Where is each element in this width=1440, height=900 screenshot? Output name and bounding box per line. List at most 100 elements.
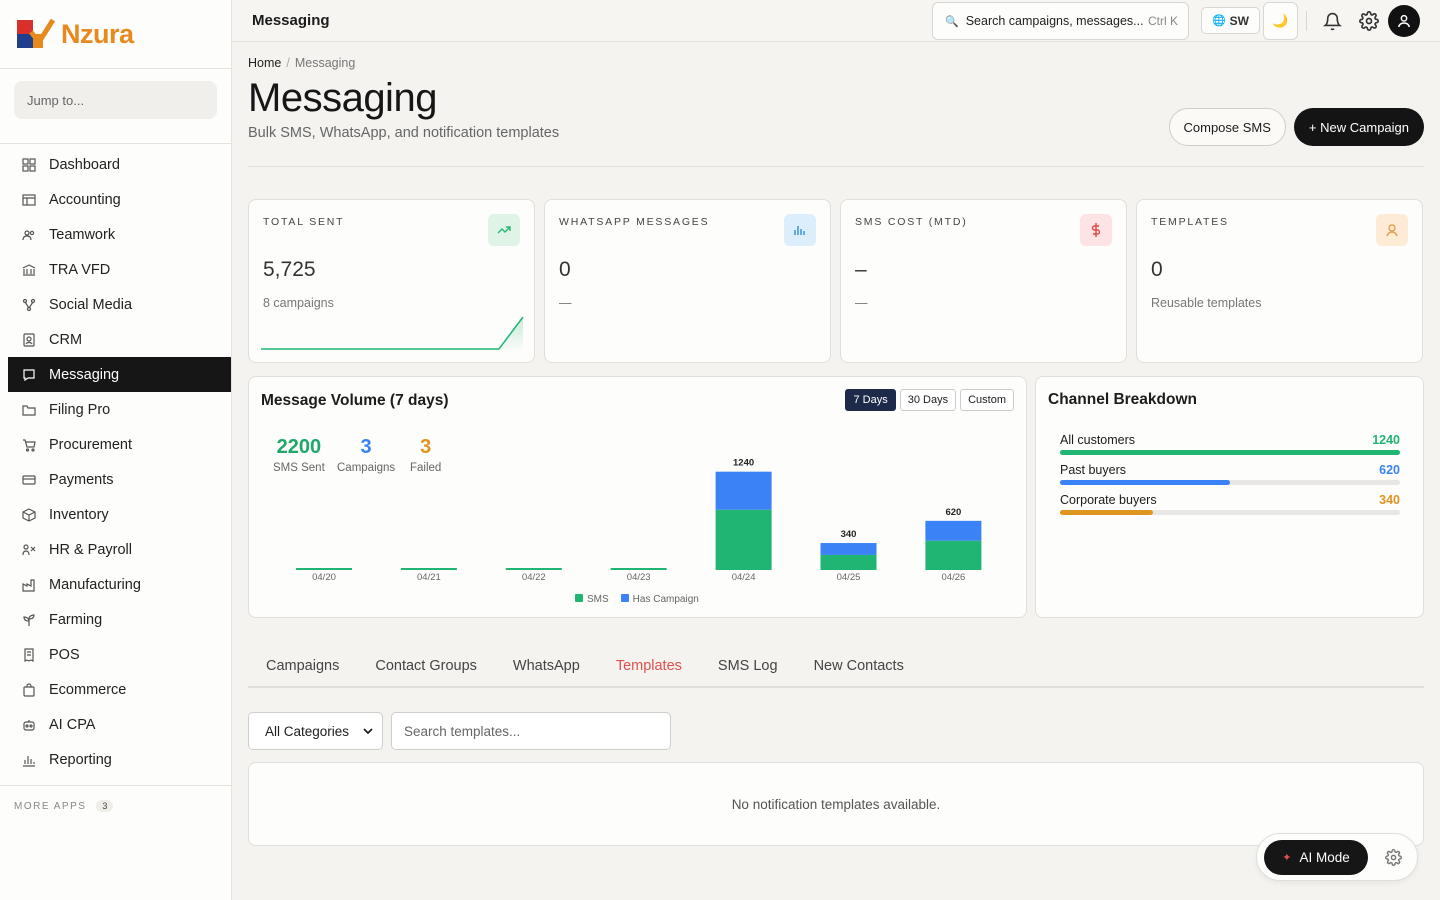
tab-sms-log[interactable]: SMS Log xyxy=(717,658,778,674)
sidebar-item-ecommerce[interactable]: Ecommerce xyxy=(0,672,231,707)
sidebar-item-label: TRA VFD xyxy=(49,261,111,278)
sidebar-item-social-media[interactable]: Social Media xyxy=(0,287,231,322)
sidebar-item-filing-pro[interactable]: Filing Pro xyxy=(0,392,231,427)
team-icon xyxy=(22,228,36,242)
sidebar-item-label: Filing Pro xyxy=(49,401,111,418)
bell-icon[interactable] xyxy=(1321,10,1343,32)
bar-chart-icon xyxy=(22,753,36,767)
sidebar-item-messaging[interactable]: Messaging xyxy=(8,357,231,392)
bar-sms[interactable] xyxy=(925,540,982,570)
x-tick-label: 04/21 xyxy=(417,572,441,583)
sidebar: Nzura Jump to... Dashboard Accounting Team… xyxy=(0,0,232,900)
more-apps[interactable]: MORE APPS 3 xyxy=(0,785,231,826)
logo[interactable]: Nzura xyxy=(0,0,231,69)
volume-stat-value: 3 xyxy=(360,436,372,458)
new-campaign-button[interactable]: + New Campaign xyxy=(1293,108,1424,146)
tab-templates[interactable]: Templates xyxy=(615,658,682,674)
topbar: Messaging 🔍 Search campaigns, messages..… xyxy=(232,0,1440,42)
x-tick-label: 04/26 xyxy=(942,572,966,583)
volume-stat-label: Failed xyxy=(410,462,442,474)
panel-title: Message Volume (7 days) xyxy=(261,392,449,409)
sidebar-item-payments[interactable]: Payments xyxy=(0,462,231,497)
tab-contact-groups[interactable]: Contact Groups xyxy=(375,658,477,674)
stat-card-label: TEMPLATES xyxy=(1151,216,1229,228)
bar-sms[interactable] xyxy=(296,568,352,570)
sidebar-item-crm[interactable]: CRM xyxy=(0,322,231,357)
search-shortcut: Ctrl K xyxy=(1148,14,1178,28)
sidebar-item-farming[interactable]: Farming xyxy=(0,602,231,637)
global-search-input[interactable]: 🔍 Search campaigns, messages... Ctrl K xyxy=(932,2,1189,40)
channel-value: 620 xyxy=(1379,463,1400,477)
range-30-days-button[interactable]: 30 Days xyxy=(899,389,957,411)
factory-icon xyxy=(22,578,36,592)
bar-sms[interactable] xyxy=(820,554,877,570)
sidebar-item-pos[interactable]: POS xyxy=(0,637,231,672)
sidebar-item-label: Reporting xyxy=(49,751,112,768)
sidebar-item-ai-cpa[interactable]: AI CPA xyxy=(0,707,231,742)
stat-card-whatsapp-messages: WHATSAPP MESSAGES 0 — xyxy=(544,199,831,363)
volume-stat-label: SMS Sent xyxy=(273,462,325,474)
chart-legend: SMS Has Campaign xyxy=(575,594,699,605)
stat-card-label: WHATSAPP MESSAGES xyxy=(559,216,710,228)
channel-breakdown-panel: Channel Breakdown All customers 1240 Past … xyxy=(1035,376,1424,618)
stat-card-note: 8 campaigns xyxy=(263,296,334,310)
bar-sms[interactable] xyxy=(505,568,562,570)
ai-mode-button[interactable]: ✦ AI Mode xyxy=(1264,840,1368,875)
sidebar-item-dashboard[interactable]: Dashboard xyxy=(0,147,231,182)
bar-sms[interactable] xyxy=(400,568,457,570)
receipt-icon xyxy=(22,647,36,662)
legend-sms: SMS xyxy=(575,594,609,605)
ledger-icon xyxy=(22,193,36,207)
people-icon xyxy=(22,543,36,557)
sidebar-item-tra-vfd[interactable]: TRA VFD xyxy=(0,252,231,287)
bar-sms[interactable] xyxy=(610,568,667,570)
breadcrumb-home[interactable]: Home xyxy=(248,56,282,70)
gear-icon[interactable] xyxy=(1358,10,1380,32)
more-apps-count: 3 xyxy=(96,800,114,812)
tab-new-contacts[interactable]: New Contacts xyxy=(813,658,904,674)
stat-card-templates: TEMPLATES 0 Reusable templates xyxy=(1136,199,1423,363)
sidebar-item-teamwork[interactable]: Teamwork xyxy=(0,217,231,252)
dark-mode-toggle[interactable]: 🌙 xyxy=(1263,2,1298,40)
bag-icon xyxy=(22,682,36,697)
empty-state: No notification templates available. xyxy=(248,762,1424,846)
main-content: Home / Messaging Messaging Bulk SMS, Whats… xyxy=(248,42,1424,846)
chevron-down-icon xyxy=(363,728,373,735)
compose-sms-button[interactable]: Compose SMS xyxy=(1168,108,1286,146)
sidebar-item-label: Procurement xyxy=(49,436,133,453)
sidebar-item-reporting[interactable]: Reporting xyxy=(0,742,231,777)
category-select[interactable]: All Categories xyxy=(248,712,383,750)
stat-card-value: 0 xyxy=(559,258,571,281)
sidebar-nav: Dashboard Accounting Teamwork TRA VFD Social… xyxy=(0,144,231,777)
bar-campaign[interactable] xyxy=(715,471,772,510)
divider xyxy=(1306,11,1307,31)
chat-icon xyxy=(22,368,36,382)
language-button[interactable]: 🌐 SW xyxy=(1201,7,1260,34)
range-7-days-button[interactable]: 7 Days xyxy=(845,389,896,411)
topbar-title: Messaging xyxy=(252,12,330,29)
legend-campaign: Has Campaign xyxy=(620,594,699,605)
language-code: SW xyxy=(1229,13,1250,28)
bar-campaign[interactable] xyxy=(925,520,982,541)
sidebar-item-inventory[interactable]: Inventory xyxy=(0,497,231,532)
avatar[interactable] xyxy=(1388,5,1420,37)
jump-to-input[interactable]: Jump to... xyxy=(14,81,217,119)
sidebar-item-accounting[interactable]: Accounting xyxy=(0,182,231,217)
bar-campaign[interactable] xyxy=(820,543,877,555)
sidebar-item-procurement[interactable]: Procurement xyxy=(0,427,231,462)
bar-sms[interactable] xyxy=(715,509,772,570)
channel-progress-fill xyxy=(1060,480,1230,485)
gear-icon[interactable] xyxy=(1385,849,1402,866)
range-custom-button[interactable]: Custom xyxy=(960,389,1014,411)
sidebar-item-manufacturing[interactable]: Manufacturing xyxy=(0,567,231,602)
tab-whatsapp[interactable]: WhatsApp xyxy=(512,658,580,674)
more-apps-label: MORE APPS xyxy=(14,800,87,812)
sidebar-item-hr-payroll[interactable]: HR & Payroll xyxy=(0,532,231,567)
folder-icon xyxy=(22,403,36,417)
plant-icon xyxy=(22,613,36,627)
volume-stat-sms-sent: 2200 SMS Sent xyxy=(273,436,325,474)
template-search-input[interactable]: Search templates... xyxy=(391,712,671,750)
volume-stat-value: 2200 xyxy=(276,436,322,458)
tab-campaigns[interactable]: Campaigns xyxy=(266,658,340,674)
stat-card-note: Reusable templates xyxy=(1151,296,1262,310)
